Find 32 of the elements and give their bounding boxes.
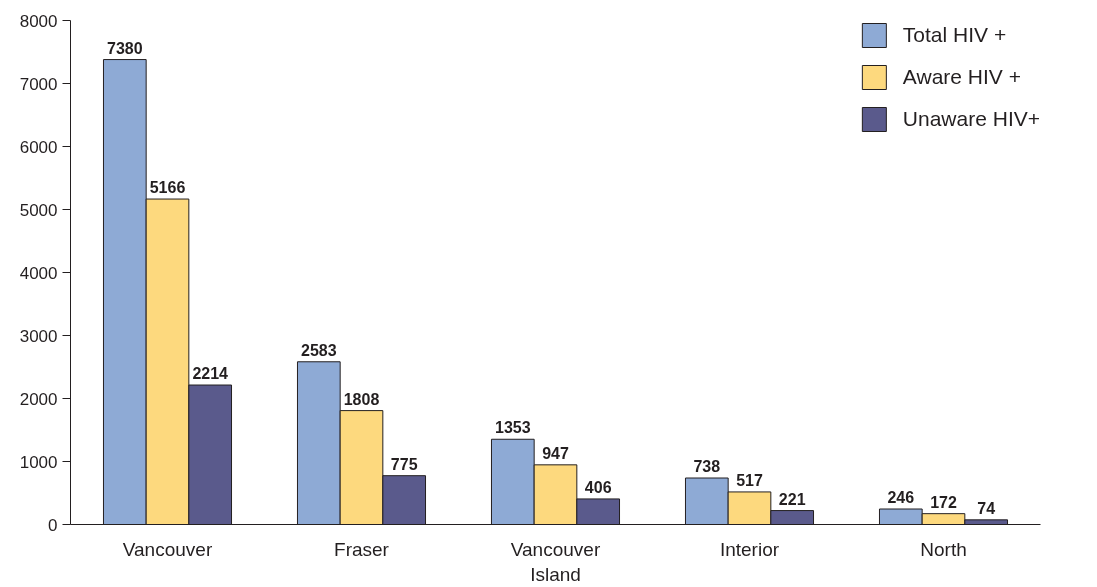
y-tick-label: 4000 bbox=[19, 263, 58, 283]
data-label: 221 bbox=[778, 490, 806, 508]
x-tick-label: Vancouver Island bbox=[510, 538, 601, 585]
y-tick-label: 2000 bbox=[19, 389, 58, 409]
x-tick-label: Interior bbox=[719, 538, 780, 560]
data-label: 172 bbox=[930, 493, 957, 511]
x-tick-label: Fraser bbox=[334, 538, 390, 560]
y-tick-label: 8000 bbox=[19, 11, 58, 31]
data-label: 2214 bbox=[192, 365, 229, 383]
x-tick-label: North bbox=[920, 538, 967, 560]
data-label: 738 bbox=[693, 458, 721, 476]
legend-label: Aware HIV + bbox=[902, 65, 1021, 89]
y-tick-label: 3000 bbox=[19, 326, 58, 346]
y-tick-label: 7000 bbox=[19, 74, 58, 94]
y-tick-label: 6000 bbox=[19, 137, 58, 157]
data-label: 7380 bbox=[107, 39, 143, 57]
data-label: 74 bbox=[977, 499, 996, 517]
data-label: 406 bbox=[584, 478, 612, 496]
legend-label: Unaware HIV+ bbox=[902, 107, 1040, 131]
data-label: 5166 bbox=[149, 179, 186, 197]
y-tick-label: 5000 bbox=[19, 200, 58, 220]
data-label: 1353 bbox=[495, 419, 531, 437]
data-label: 947 bbox=[542, 444, 569, 462]
data-label: 1808 bbox=[343, 390, 380, 408]
data-label: 2583 bbox=[301, 341, 337, 359]
data-label: 246 bbox=[887, 489, 915, 506]
y-tick-label: 0 bbox=[48, 515, 58, 535]
data-label: 775 bbox=[390, 455, 418, 473]
x-tick-label: Vancouver bbox=[122, 538, 213, 560]
y-tick-label: 1000 bbox=[19, 452, 58, 472]
data-label: 517 bbox=[736, 471, 763, 489]
legend-label: Total HIV + bbox=[902, 23, 1007, 47]
